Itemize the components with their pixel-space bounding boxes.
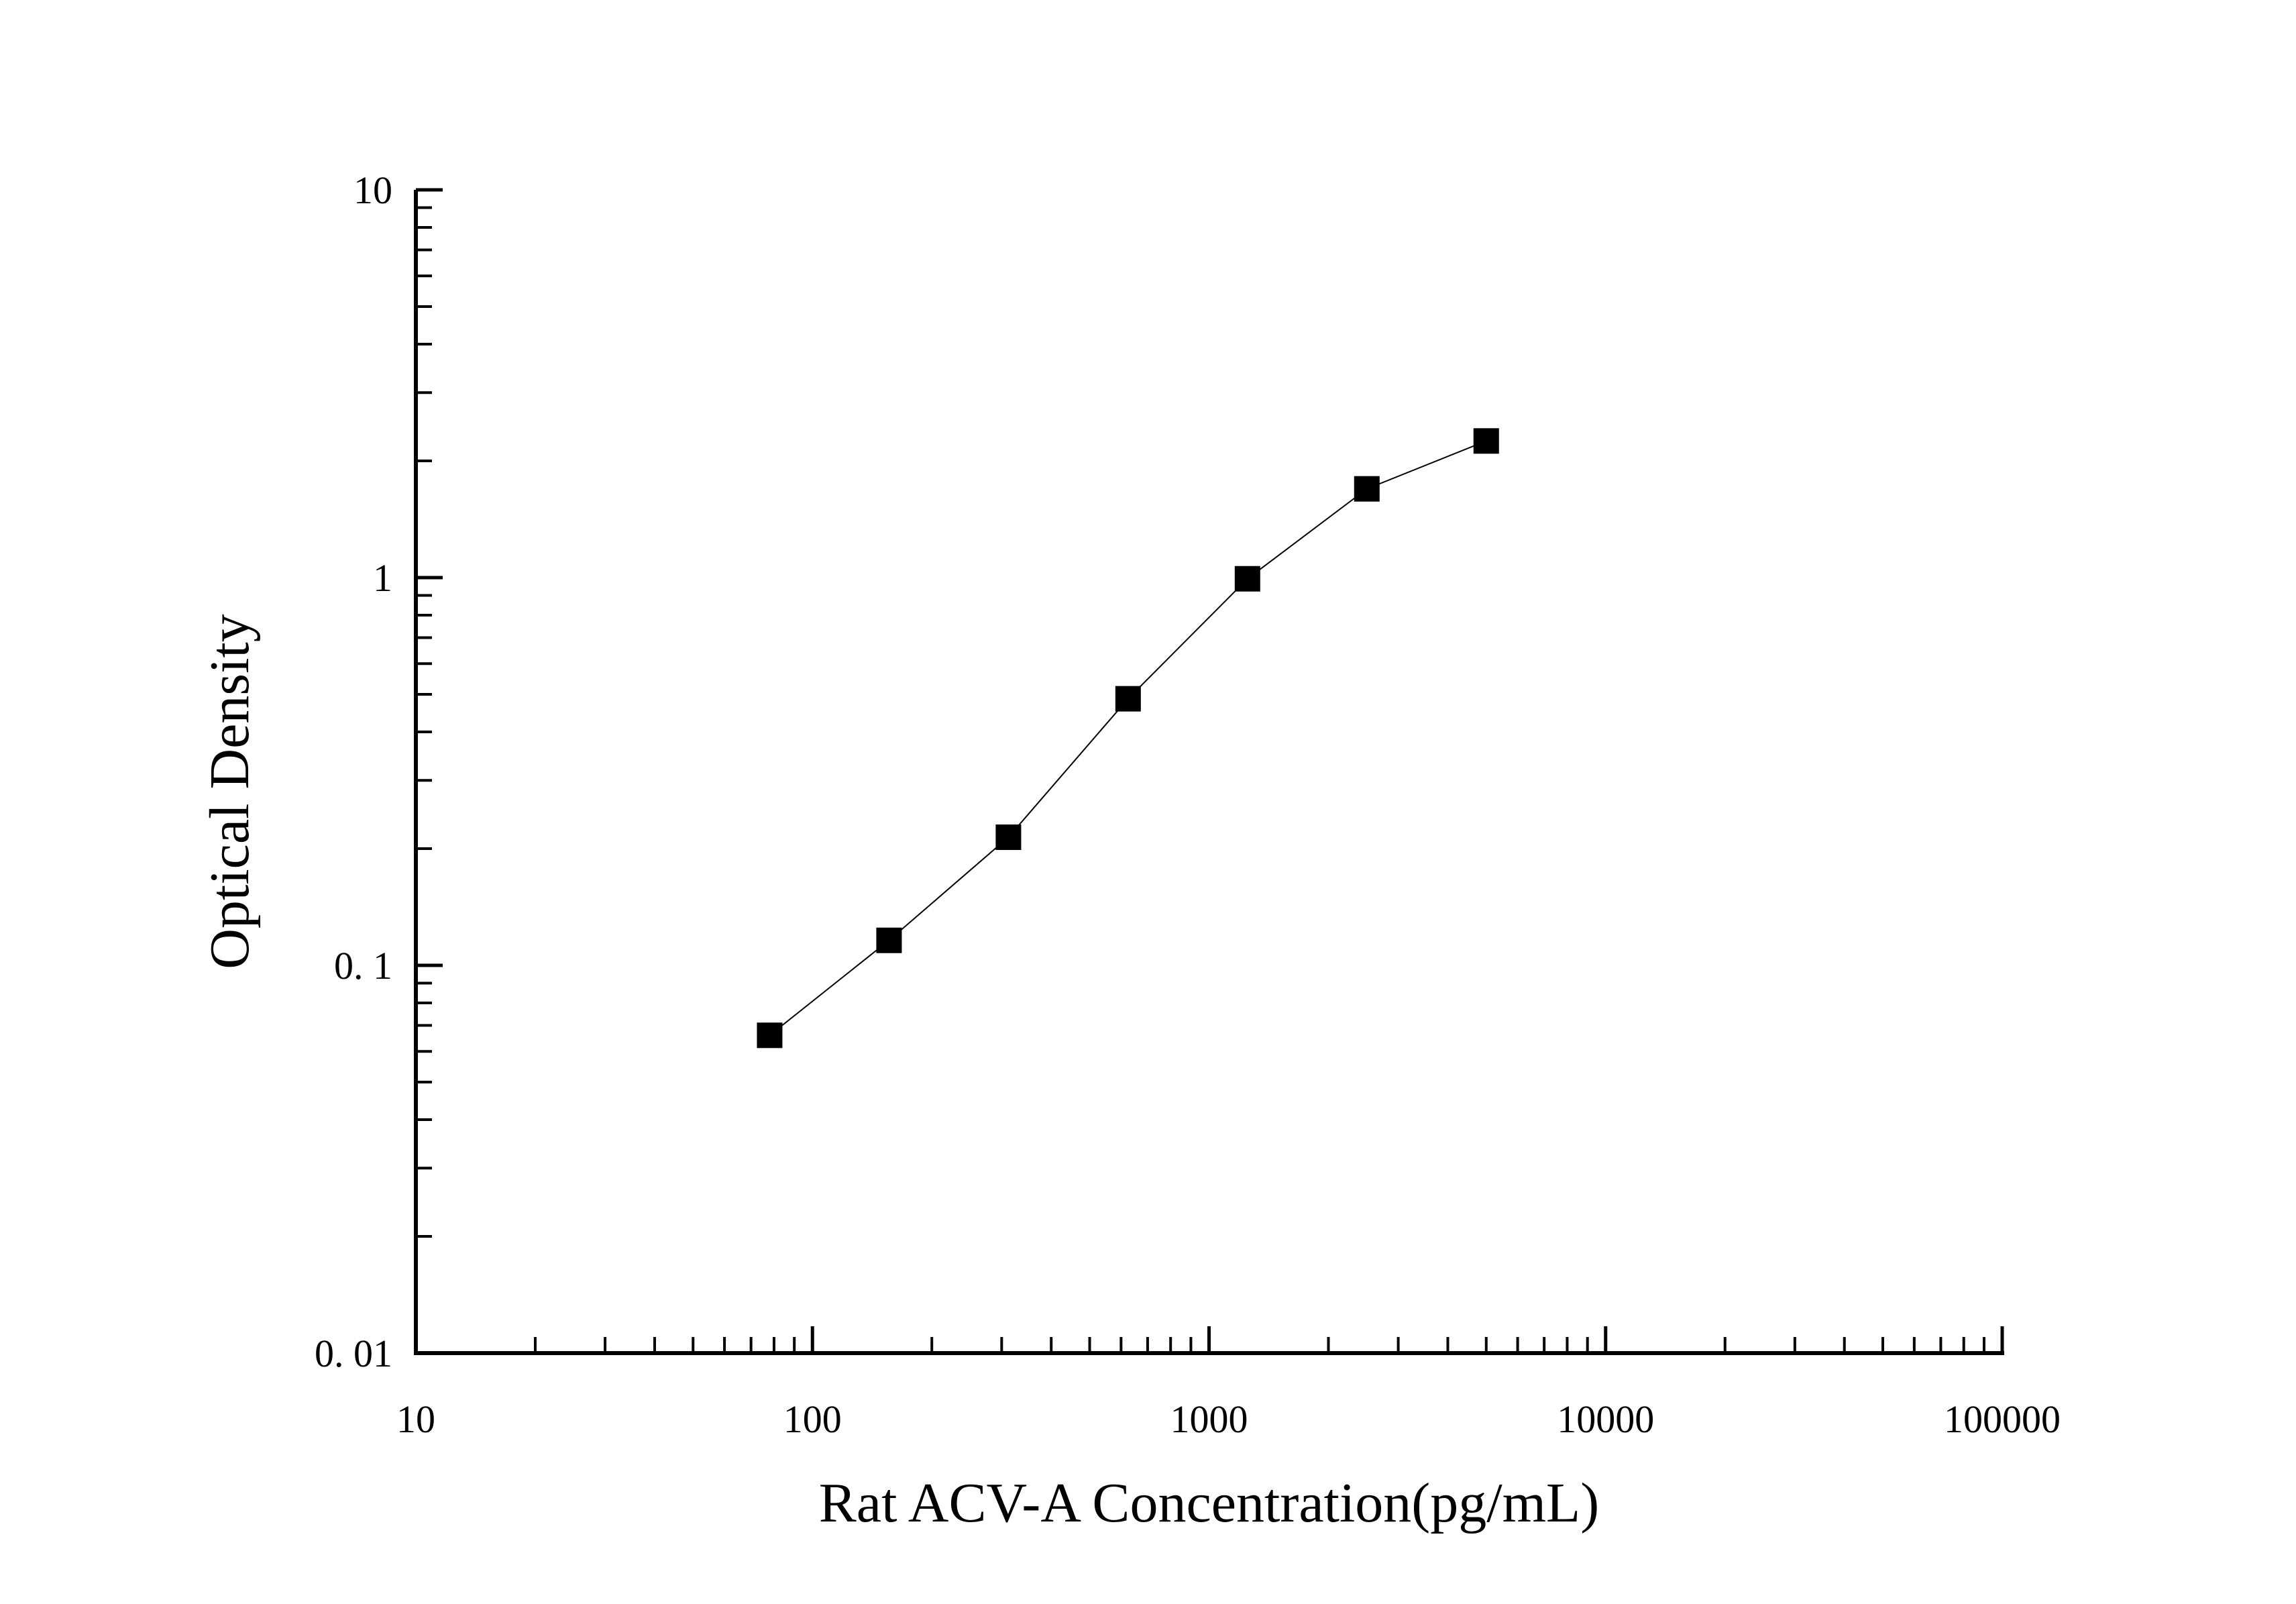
x-tick-label: 1000 — [1170, 1397, 1248, 1441]
y-axis-title: Optical Density — [199, 614, 261, 969]
data-point — [1234, 566, 1260, 592]
x-axis-title: Rat ACV-A Concentration(pg/mL) — [819, 1472, 1599, 1534]
data-points — [757, 428, 1499, 1049]
x-tick-label: 10 — [396, 1397, 435, 1441]
y-tick-label: 0. 01 — [315, 1332, 392, 1375]
data-point — [876, 927, 902, 953]
x-tick-label: 100 — [783, 1397, 842, 1441]
x-tick-label: 100000 — [1944, 1397, 2061, 1441]
data-point — [995, 824, 1022, 851]
data-point — [1473, 428, 1499, 454]
data-point — [1115, 686, 1141, 712]
data-point — [757, 1022, 783, 1049]
y-tick-labels: 0. 01 0. 1 1 10 — [315, 168, 392, 1375]
x-tick-label: 10000 — [1557, 1397, 1654, 1441]
y-tick-label: 10 — [353, 168, 392, 212]
y-tick-label: 1 — [373, 556, 392, 600]
data-point — [1354, 476, 1380, 502]
y-tick-label: 0. 1 — [334, 944, 392, 987]
major-ticks — [414, 188, 2004, 1355]
minor-ticks — [416, 206, 1985, 1353]
x-tick-labels: 10 100 1000 10000 100000 — [396, 1397, 2061, 1441]
